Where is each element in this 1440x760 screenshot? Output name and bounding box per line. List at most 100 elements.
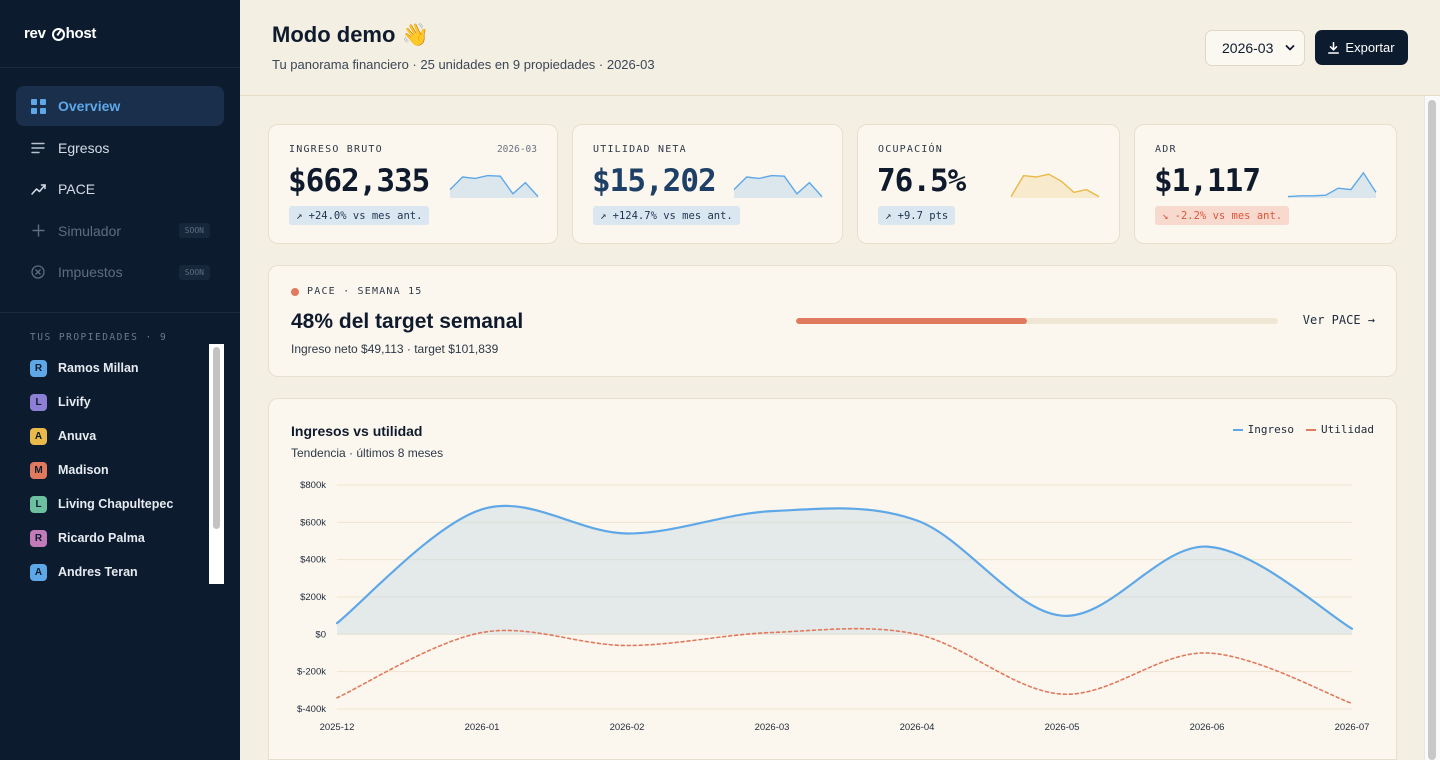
sparkline-line bbox=[1010, 173, 1100, 198]
download-icon bbox=[1328, 41, 1340, 54]
export-label: Exportar bbox=[1345, 40, 1395, 55]
x-tick-label: 2026-07 bbox=[1335, 722, 1370, 733]
kpi-card-utilidad-neta: UTILIDAD NETA $15,202 ↗ +124.7% vs mes a… bbox=[572, 124, 843, 244]
plus-icon bbox=[30, 223, 46, 239]
x-tick-label: 2026-01 bbox=[465, 722, 500, 733]
property-item[interactable]: A Anuva bbox=[0, 419, 240, 453]
brand-logo[interactable]: rev host bbox=[0, 0, 240, 68]
logo-ring-icon bbox=[51, 28, 65, 41]
property-avatar: A bbox=[30, 427, 47, 445]
sparkline-line bbox=[449, 174, 539, 198]
page-subtitle: Tu panorama financiero · 25 unidades en … bbox=[272, 57, 655, 72]
chevron-down-icon bbox=[1285, 41, 1295, 58]
x-tick-label: 2026-03 bbox=[755, 722, 790, 733]
y-tick-label: $400k bbox=[300, 555, 326, 566]
kpi-value: $15,202 bbox=[592, 163, 717, 199]
main-scrollbar[interactable] bbox=[1424, 96, 1440, 760]
export-button[interactable]: Exportar bbox=[1315, 30, 1408, 65]
property-item[interactable]: R Ramos Millan bbox=[0, 351, 240, 385]
nav-label: Overview bbox=[58, 98, 121, 114]
x-tick-label: 2026-06 bbox=[1190, 722, 1225, 733]
series-area-ingreso bbox=[337, 505, 1352, 635]
property-avatar: L bbox=[30, 495, 47, 513]
property-avatar: A bbox=[30, 563, 47, 581]
page-header: Modo demo 👋 Tu panorama financiero · 25 … bbox=[240, 0, 1440, 96]
nav-item-pace[interactable]: PACE bbox=[16, 169, 224, 209]
kpi-value: 76.5% bbox=[877, 163, 966, 199]
soon-badge: SOON bbox=[178, 223, 210, 238]
pace-card: PACE · SEMANA 15 48% del target semanal … bbox=[268, 265, 1397, 377]
kpi-label: OCUPACIÓN bbox=[878, 144, 943, 155]
property-name: Anuva bbox=[58, 429, 97, 443]
chart-title: Ingresos vs utilidad bbox=[291, 423, 423, 439]
main-scroll-thumb[interactable] bbox=[1428, 100, 1436, 760]
ver-pace-link[interactable]: Ver PACE → bbox=[1302, 313, 1375, 327]
chart-card: Ingresos vs utilidad Tendencia · últimos… bbox=[268, 398, 1397, 760]
trend-icon bbox=[30, 181, 46, 197]
kpi-card-ocupacion: OCUPACIÓN 76.5% ↗ +9.7 pts bbox=[857, 124, 1120, 244]
property-name: Ricardo Palma bbox=[58, 531, 145, 545]
chart-legend: Ingreso Utilidad bbox=[1221, 423, 1374, 436]
brand-text-rev: rev bbox=[24, 25, 46, 42]
sparkline-area bbox=[1288, 172, 1376, 198]
legend-item-utilidad: Utilidad bbox=[1306, 423, 1374, 436]
chart-subtitle: Tendencia · últimos 8 meses bbox=[291, 446, 444, 460]
property-name: Ramos Millan bbox=[58, 361, 139, 375]
pace-status-dot bbox=[291, 288, 299, 296]
kpi-sparkline bbox=[1287, 171, 1377, 198]
properties-scrollbar[interactable] bbox=[209, 344, 224, 584]
pace-title: 48% del target semanal bbox=[291, 310, 524, 333]
property-name: Madison bbox=[58, 463, 109, 477]
x-tick-label: 2025-12 bbox=[320, 722, 355, 733]
property-item[interactable]: L Livify bbox=[0, 385, 240, 419]
kpi-label: UTILIDAD NETA bbox=[593, 144, 687, 155]
legend-item-ingreso: Ingreso bbox=[1232, 423, 1294, 436]
nav-item-impuestos[interactable]: Impuestos SOON bbox=[16, 252, 224, 292]
sparkline-area bbox=[734, 175, 822, 198]
property-avatar: M bbox=[30, 461, 47, 479]
kpi-sparkline bbox=[449, 174, 539, 198]
nav-label: Egresos bbox=[58, 139, 110, 156]
kpi-card-adr: ADR $1,117 ↘ -2.2% vs mes ant. bbox=[1134, 124, 1397, 244]
legend-swatch bbox=[1232, 428, 1243, 431]
grid-icon bbox=[30, 98, 46, 114]
kpi-value: $1,117 bbox=[1154, 163, 1261, 199]
nav-divider bbox=[0, 312, 240, 313]
pace-subtitle: Ingreso neto $49,113 · target $101,839 bbox=[291, 342, 499, 356]
kpi-value: $662,335 bbox=[288, 163, 430, 199]
nav-item-egresos[interactable]: Egresos bbox=[16, 128, 224, 168]
sidebar: rev host Overview Egresos PACE Si bbox=[0, 0, 240, 760]
kpi-label: ADR bbox=[1155, 144, 1177, 155]
y-tick-label: $0 bbox=[315, 629, 326, 640]
kpi-change-badge: ↗ +24.0% vs mes ant. bbox=[289, 206, 430, 225]
nav-item-overview[interactable]: Overview bbox=[16, 86, 224, 126]
property-item[interactable]: L Living Chapultepec bbox=[0, 487, 240, 521]
property-name: Living Chapultepec bbox=[58, 497, 174, 511]
nav-item-simulador[interactable]: Simulador SOON bbox=[16, 211, 224, 251]
kpi-change-badge: ↗ +124.7% vs mes ant. bbox=[593, 206, 740, 225]
y-tick-label: $200k bbox=[300, 592, 326, 603]
property-avatar: L bbox=[30, 393, 47, 411]
x-tick-label: 2026-05 bbox=[1045, 722, 1080, 733]
lines-icon bbox=[30, 140, 46, 156]
y-tick-label: $-200k bbox=[297, 667, 326, 678]
nav-label: PACE bbox=[58, 181, 96, 197]
kpi-change-badge: ↘ -2.2% vs mes ant. bbox=[1155, 206, 1290, 225]
brand-text-host: host bbox=[65, 25, 97, 42]
y-tick-label: $-400k bbox=[297, 704, 326, 715]
property-item[interactable]: M Madison bbox=[0, 453, 240, 487]
page-title: Modo demo 👋 bbox=[272, 22, 429, 47]
sparkline-line bbox=[1287, 171, 1377, 198]
legend-label: Utilidad bbox=[1321, 423, 1374, 436]
y-tick-label: $600k bbox=[300, 517, 326, 528]
series-line-ingreso bbox=[335, 504, 1354, 630]
month-select[interactable]: 2026-03 bbox=[1205, 30, 1305, 66]
x-tick-label: 2026-04 bbox=[900, 722, 935, 733]
property-item[interactable]: A Andres Teran bbox=[0, 555, 240, 589]
property-item[interactable]: R Ricardo Palma bbox=[0, 521, 240, 555]
pace-progress-bar bbox=[796, 318, 1278, 324]
nav-label: Simulador bbox=[58, 222, 122, 239]
sparkline-line bbox=[733, 174, 823, 198]
properties-scroll-thumb[interactable] bbox=[213, 347, 220, 529]
circle-x-icon bbox=[30, 264, 46, 280]
